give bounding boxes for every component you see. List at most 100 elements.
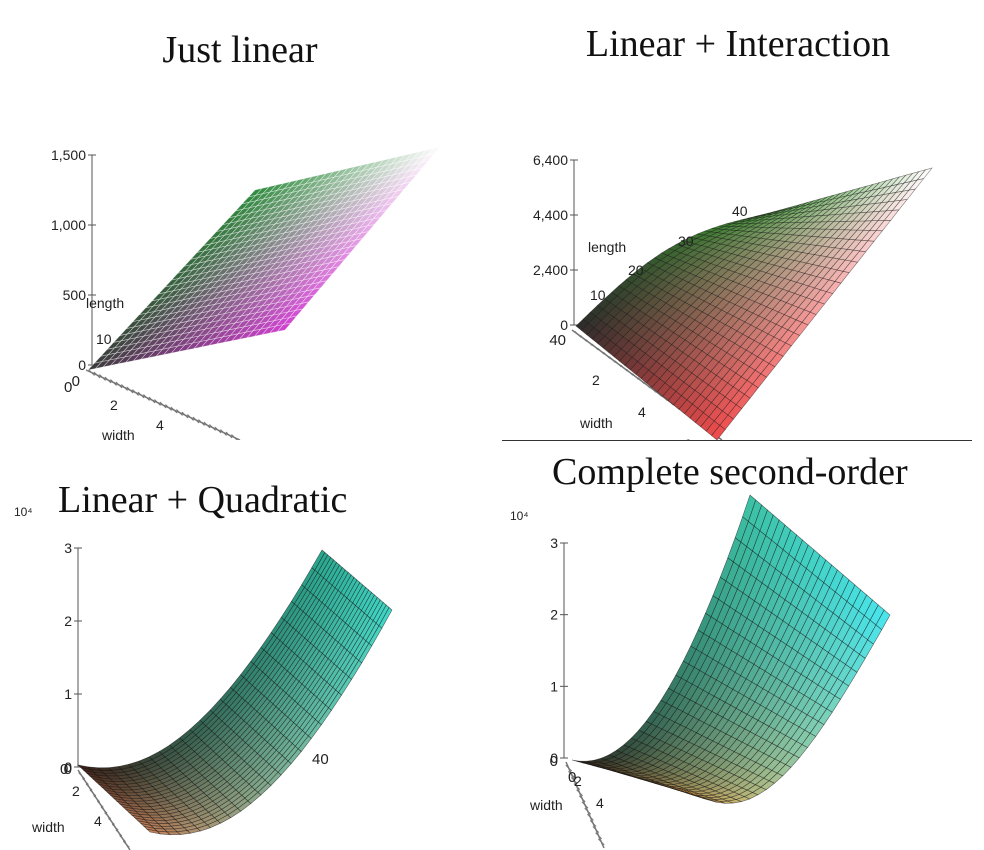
width-axis-tick [192,416,200,424]
corner-label: 0 [72,373,80,390]
width-axis-tick [137,391,145,399]
panel-divider [502,440,972,441]
width-axis-tick [143,394,150,401]
width-axis-tick [649,385,657,393]
width-axis-tick [104,376,112,384]
z-tick-label: 1,500 [51,147,86,163]
z-tick-label: 0 [550,750,558,766]
width-axis-tick [96,800,104,808]
chart-title: Complete second-order [552,451,908,493]
width-tick-label: 4 [94,813,102,829]
width-axis-tick [115,381,123,389]
width-axis-tick [126,386,134,394]
width-axis-tick [209,424,216,431]
width-axis-tick [187,414,194,421]
width-axis-tick [565,764,573,772]
surface-cell [378,607,393,629]
surface-cell [875,609,891,631]
width-tick-label: 4 [638,404,646,420]
z-tick-label: 6,400 [533,152,568,168]
chart-panel-linear-quadratic: Linear + Quadratic 10⁴ 0 1 2 3 0 0 2 4 width 40 [0,440,492,850]
z-tick-label: 2 [64,613,72,629]
width-axis-tick [587,813,594,821]
surface-plot: 0 500 1,000 1,500 00 2 4 6 width length 10 [51,146,441,440]
width-tick-label: 2 [592,372,600,388]
length-tick-label: 40 [312,751,329,768]
width-axis-tick [597,347,605,355]
width-axis-tick [574,330,582,338]
surface-cell [916,167,933,181]
z-tick-label: 2 [550,607,558,623]
length-tick-label: 10 [590,287,606,303]
z-exponent-label: 10⁴ [14,505,33,519]
width-tick-label: 6 [684,436,692,440]
width-axis-tick [626,368,634,376]
chart-panel-just-linear: Just linear 0 500 1,000 1,500 00 2 4 6 width leng… [0,0,492,440]
width-axis-tick [578,795,586,803]
width-axis-label: width [579,415,613,431]
z-tick-label: 1,000 [51,217,86,233]
width-axis-tick [85,783,93,791]
width-axis-tick [643,381,651,389]
width-axis-tick [220,429,227,436]
length-tick-label: 20 [628,262,644,278]
z-tick-label: 3 [550,535,558,551]
width-axis-tick [148,396,156,404]
corner-label: 0 [550,753,558,770]
surface-plot: 0 2,400 4,400 6,400 40 2 4 6 width length 10 20 30 40 [533,152,933,440]
width-tick-label: 2 [110,397,118,413]
width-axis-tick [632,373,639,380]
length-axis-label: length [86,295,124,311]
width-tick-label: 4 [156,417,164,433]
width-axis-tick [573,783,581,790]
width-axis-tick [100,806,108,814]
width-axis-tick [104,812,112,820]
width-axis-label: width [31,819,65,835]
width-axis-tick [93,795,100,802]
width-axis-tick [110,379,117,386]
width-tick-label: 2 [574,773,582,789]
width-axis-tick [99,374,106,381]
width-axis-tick [122,840,130,848]
corner-label: 0 [568,769,576,786]
z-tick-label: 0 [78,357,86,373]
chart-panel-complete-second-order: Complete second-order 10⁴ 0 1 2 3 0 0 2 4 width [492,440,984,850]
width-axis-tick [159,401,167,409]
chart-title: Just linear [162,29,318,71]
length-tick-label: 30 [678,233,694,249]
width-axis-tick [108,818,115,825]
width-axis-tick [132,389,139,396]
width-tick-label: 4 [596,795,604,811]
width-axis-tick [597,838,605,846]
corner-label: 0 [60,761,68,778]
width-axis-tick [198,419,205,426]
chart-title: Linear + Quadratic [58,479,348,521]
width-axis-tick [620,364,628,372]
width-axis-tick [121,384,128,391]
z-exponent-label: 10⁴ [510,509,529,523]
width-axis-tick [214,426,222,434]
width-axis-tick [225,431,233,439]
z-tick-label: 0 [560,317,568,333]
z-tick-label: 1 [550,678,558,694]
width-axis-tick [231,434,238,440]
corner-label: 0 [64,761,72,778]
width-axis-tick [115,829,123,837]
z-tick-label: 500 [63,287,87,303]
width-axis-tick [609,356,616,363]
width-axis-tick [88,369,95,376]
width-axis-tick [591,343,599,351]
width-axis-tick [181,411,189,419]
width-axis-tick [592,826,600,833]
width-axis-tick [154,399,161,406]
length-axis-label: length [588,239,626,255]
width-axis-tick [93,371,101,379]
width-axis-tick [176,409,183,416]
width-axis-tick [170,406,178,414]
width-axis-tick [82,778,89,785]
width-axis-tick [580,335,587,342]
z-tick-label: 2,400 [533,262,568,278]
width-axis-tick [203,421,211,429]
width-axis-tick [78,772,86,780]
